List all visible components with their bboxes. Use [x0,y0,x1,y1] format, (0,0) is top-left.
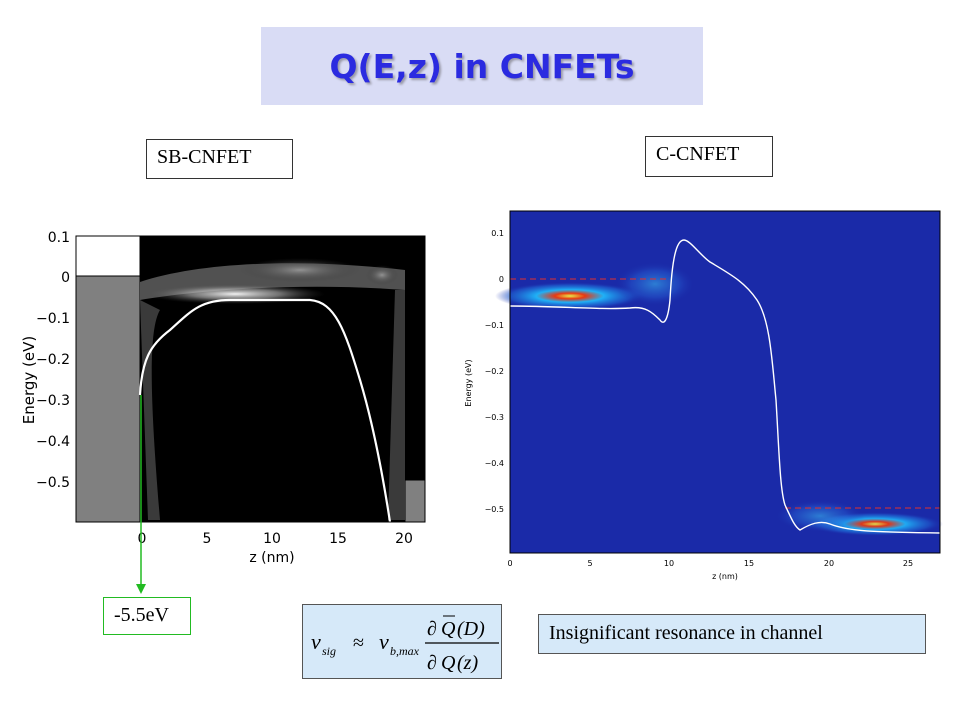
right-ytick: −0.5 [485,505,504,514]
formula-lhs: v [311,629,321,654]
right-ytick: 0 [499,275,504,284]
right-xtick: 25 [903,559,913,568]
formula-num-arg: (D) [457,618,485,640]
left-ytick: 0.1 [48,230,70,246]
formula-rhs: v [379,629,389,654]
right-ytick: −0.3 [485,413,504,422]
resonance-glow-3 [366,265,398,285]
c-cnfet-label: C-CNFET [645,136,773,177]
left-ytick: −0.2 [36,352,70,368]
sb-cnfet-plot: 0.1 0 −0.1 −0.2 −0.3 −0.4 −0.5 Energy (e… [20,230,426,566]
heat-region-source-2 [615,262,695,306]
left-axes-frame [75,235,426,523]
band-shadow-left [140,300,160,520]
heat-region-source [495,282,645,310]
resonance-note: Insignificant resonance in channel [538,614,926,654]
resonance-glow-2 [240,258,360,282]
right-xtick: 15 [744,559,754,568]
left-xlabel: z (nm) [249,550,294,566]
formula-box: v sig ≈ v b,max ∂ Q (D) ∂ Q (z) [302,604,502,679]
left-xtick: 0 [138,531,147,547]
formula-approx: ≈ [353,632,364,654]
formula-num-q: Q [441,618,456,640]
right-ytick: −0.4 [485,459,504,468]
source-contact-region [75,275,141,523]
right-ytick: −0.2 [485,367,504,376]
left-ytick: −0.5 [36,475,70,491]
left-ytick: −0.3 [36,393,70,409]
conduction-band-curve [138,298,392,523]
left-xtick: 5 [203,531,212,547]
page-title: Q(E,z) in CNFETs [329,46,635,86]
drain-contact-region [404,479,426,523]
right-ytick: 0.1 [491,229,504,238]
formula-equation: v sig ≈ v b,max ∂ Q (D) ∂ Q (z) [311,615,499,674]
right-xtick: 5 [587,559,592,568]
c-cnfet-plot: 0.1 0 −0.1 −0.2 −0.3 −0.4 −0.5 Energy (e… [464,210,943,581]
right-plot-background [510,211,940,553]
formula-den-partial: ∂ [427,652,437,674]
formula-num-partial: ∂ [427,618,437,640]
title-bar: Q(E,z) in CNFETs [261,27,703,105]
sb-cnfet-label: SB-CNFET [146,139,293,179]
source-contact-top [75,235,141,277]
right-xtick: 20 [824,559,834,568]
right-xtick: 10 [664,559,674,568]
band-shadow-right [388,290,405,520]
left-ytick: 0 [61,270,70,286]
left-ylabel: Energy (eV) [20,336,38,424]
left-xtick: 10 [263,531,281,547]
formula-lhs-sub: sig [322,644,336,658]
right-xtick: 0 [507,559,512,568]
energy-marker-arrow [136,395,146,594]
formula-den-arg: (z) [457,652,478,674]
formula-rhs-sub: b,max [390,644,420,658]
right-axes-frame [509,210,941,554]
right-xlabel: z (nm) [712,572,738,581]
right-ytick: −0.1 [485,321,504,330]
heat-region-drain-2 [775,500,865,532]
energy-marker-label: -5.5eV [103,597,191,635]
left-xtick: 15 [329,531,347,547]
conduction-band-curve-right [509,239,941,534]
left-ytick: −0.1 [36,311,70,327]
left-ytick: −0.4 [36,434,70,450]
formula-den-q: Q [441,652,456,674]
drain-top [405,236,425,480]
right-ylabel: Energy (eV) [464,359,473,406]
left-xtick: 20 [395,531,413,547]
